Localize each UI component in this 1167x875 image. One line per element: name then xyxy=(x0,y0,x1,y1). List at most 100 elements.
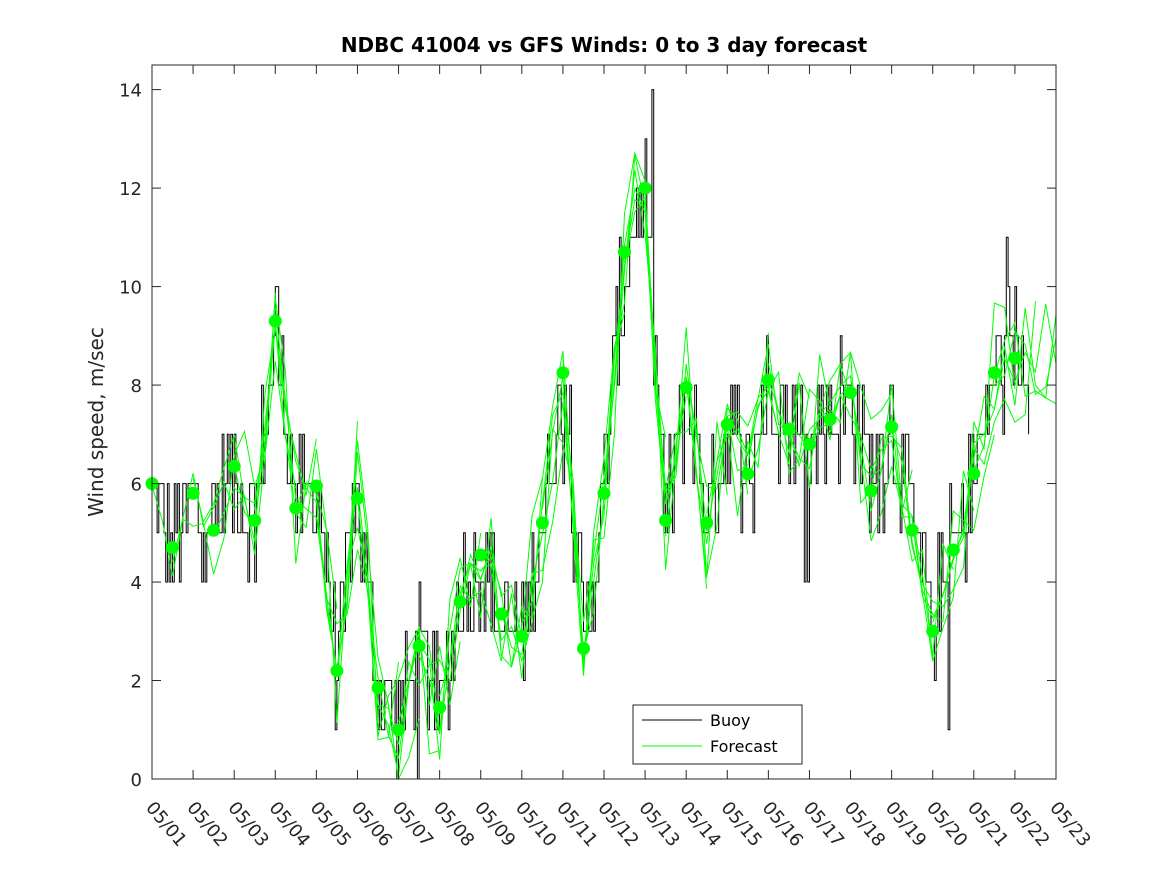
x-tick-label: 05/23 xyxy=(1045,798,1094,851)
forecast-markers xyxy=(145,181,1022,737)
forecast-line xyxy=(726,364,851,475)
forecast-line xyxy=(973,321,1057,471)
forecast-marker xyxy=(330,664,344,678)
forecast-marker xyxy=(186,486,200,500)
y-tick-label: 6 xyxy=(131,475,142,496)
buoy-line xyxy=(152,89,1030,780)
forecast-line xyxy=(870,434,995,623)
x-tick-label: 05/02 xyxy=(182,798,231,851)
forecast-marker xyxy=(659,514,673,527)
forecast-line xyxy=(809,374,934,660)
forecast-line xyxy=(994,330,1057,396)
forecast-line xyxy=(624,198,749,576)
forecast-line xyxy=(685,371,810,544)
x-tick-label: 05/06 xyxy=(347,798,396,851)
forecast-marker xyxy=(761,373,775,387)
forecast-marker xyxy=(885,420,899,434)
y-tick-label: 0 xyxy=(131,770,142,791)
x-tick-label: 05/07 xyxy=(388,798,437,851)
forecast-marker xyxy=(638,181,652,195)
forecast-line xyxy=(151,292,276,576)
forecast-marker xyxy=(700,516,714,530)
legend-label-forecast: Forecast xyxy=(710,737,778,756)
forecast-marker xyxy=(535,516,549,530)
forecast-marker xyxy=(309,479,323,493)
forecast-marker xyxy=(515,629,529,643)
x-tick-label: 05/20 xyxy=(922,798,971,851)
x-tick-label: 05/10 xyxy=(511,798,560,851)
forecast-marker xyxy=(926,624,940,638)
x-tick-label: 05/08 xyxy=(429,798,478,851)
legend-label-buoy: Buoy xyxy=(710,711,750,730)
x-tick-label: 05/19 xyxy=(881,798,930,851)
y-tick-label: 10 xyxy=(119,278,142,299)
forecast-marker xyxy=(1008,351,1022,365)
legend: Buoy Forecast xyxy=(632,704,803,765)
x-tick-label: 05/17 xyxy=(799,798,848,851)
forecast-line xyxy=(706,354,831,514)
forecast-line xyxy=(172,361,297,563)
forecast-marker xyxy=(577,642,590,655)
forecast-line xyxy=(418,477,543,735)
forecast-line xyxy=(644,190,769,517)
forecast-line xyxy=(439,450,564,697)
forecast-marker xyxy=(392,723,405,737)
y-tick-label: 8 xyxy=(131,376,142,397)
forecast-marker xyxy=(371,681,385,695)
legend-box xyxy=(632,704,803,765)
forecast-marker xyxy=(166,541,179,555)
forecast-line xyxy=(377,517,502,745)
y-tick-label: 4 xyxy=(131,573,142,594)
chart-title: NDBC 41004 vs GFS Winds: 0 to 3 day fore… xyxy=(341,33,868,57)
forecast-marker xyxy=(597,486,611,500)
y-tick-label: 12 xyxy=(119,179,142,200)
forecast-marker xyxy=(556,366,570,380)
forecast-marker xyxy=(207,523,221,537)
forecast-marker xyxy=(268,314,282,328)
x-tick-label: 05/03 xyxy=(223,798,272,851)
forecast-line xyxy=(911,301,1036,619)
forecast-marker xyxy=(248,514,262,527)
y-tick-label: 14 xyxy=(119,81,142,102)
x-tick-label: 05/13 xyxy=(634,798,683,851)
forecast-marker xyxy=(618,245,631,259)
y-axis-label: Wind speed, m/sec xyxy=(84,327,108,517)
x-tick-label: 05/16 xyxy=(758,798,807,851)
forecast-marker xyxy=(433,701,447,715)
forecast-line xyxy=(603,187,728,579)
x-tick-label: 05/09 xyxy=(470,798,519,851)
forecast-marker xyxy=(679,381,693,394)
forecast-line xyxy=(850,375,975,662)
plot-area xyxy=(152,65,1056,779)
x-tick-label: 05/12 xyxy=(593,798,642,851)
forecast-marker xyxy=(782,422,796,436)
forecast-marker xyxy=(823,413,837,426)
x-tick-label: 05/18 xyxy=(840,798,889,851)
forecast-marker xyxy=(864,484,878,498)
forecast-marker xyxy=(720,418,734,431)
x-tick-label: 05/05 xyxy=(306,798,355,851)
forecast-marker xyxy=(412,639,426,653)
x-tick-label: 05/14 xyxy=(675,798,724,851)
forecast-marker xyxy=(289,501,303,515)
forecast-line xyxy=(952,304,1057,556)
x-tick-label: 05/22 xyxy=(1004,798,1053,851)
forecast-marker xyxy=(967,467,981,481)
forecast-marker xyxy=(905,523,919,537)
buoy-series xyxy=(152,89,1030,780)
x-tick-label: 05/11 xyxy=(552,798,601,851)
forecast-line xyxy=(192,327,317,542)
x-tick-label: 05/15 xyxy=(717,798,766,851)
forecast-marker xyxy=(494,607,508,621)
x-tick-label: 05/21 xyxy=(963,798,1012,851)
forecast-line xyxy=(562,169,687,622)
forecast-marker xyxy=(474,548,488,562)
forecast-marker xyxy=(844,386,857,399)
forecast-marker xyxy=(946,543,960,557)
forecast-marker xyxy=(803,437,816,451)
forecast-line xyxy=(274,306,399,741)
forecast-marker xyxy=(987,366,1001,380)
forecast-marker xyxy=(227,459,241,473)
forecast-marker xyxy=(741,467,755,481)
